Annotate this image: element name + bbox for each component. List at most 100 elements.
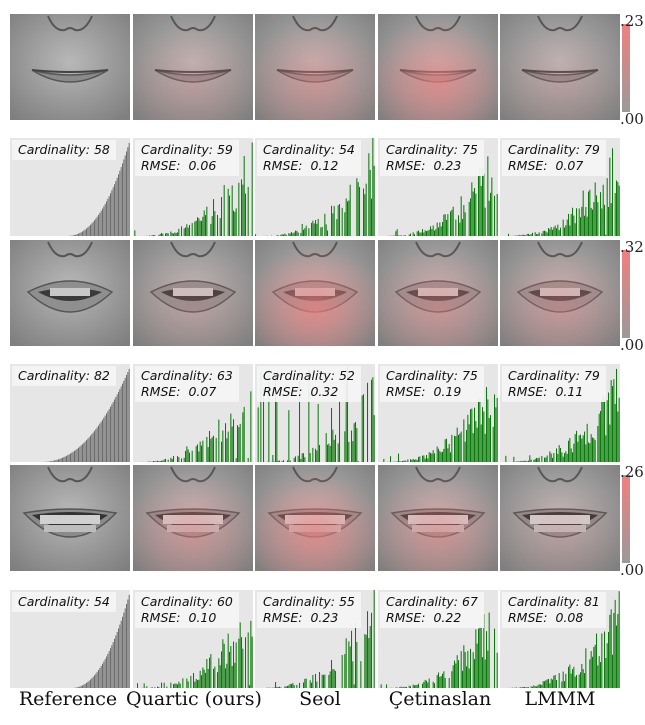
- histogram-bar: [202, 440, 204, 462]
- stats-box: Cardinality: 54: [12, 592, 116, 612]
- histogram-bar: [303, 682, 305, 688]
- histogram-bar: [72, 235, 74, 236]
- histogram-bar: [581, 438, 583, 462]
- histogram-bar: [198, 679, 200, 688]
- histogram-bar: [524, 460, 526, 462]
- histogram-bar: [108, 196, 110, 236]
- histogram-bar: [356, 428, 358, 462]
- histogram-bar: [438, 672, 440, 688]
- histogram-bar: [616, 180, 618, 236]
- histogram-bar: [284, 686, 286, 688]
- histogram-bar: [79, 232, 81, 236]
- histogram-bar: [534, 686, 536, 688]
- histogram-bar: [305, 678, 307, 688]
- histogram-bar: [175, 232, 177, 236]
- histogram-bar: [116, 394, 118, 462]
- histogram-bar: [470, 648, 472, 688]
- histogram-bar: [76, 448, 78, 462]
- histogram-bar: [597, 202, 599, 236]
- cardinality-text: Cardinality: 63: [141, 368, 233, 383]
- colorbar-min-label: .00: [620, 336, 644, 354]
- histogram-bar: [227, 633, 229, 688]
- histogram-bar: [190, 675, 192, 688]
- histogram-bar: [468, 424, 470, 462]
- histogram-bar: [70, 453, 72, 462]
- rmse-text: RMSE: 0.11: [508, 384, 584, 399]
- histogram-bar: [566, 453, 568, 462]
- histogram-bar: [439, 451, 441, 462]
- histogram-bar: [516, 687, 518, 688]
- histogram-bar: [609, 614, 611, 688]
- histogram-bar: [608, 631, 610, 688]
- histogram-bar: [596, 195, 598, 236]
- histogram-bar: [589, 659, 591, 688]
- histogram-bar: [406, 686, 408, 688]
- histogram-panel-seol: Cardinality: 55 RMSE: 0.23: [255, 590, 375, 688]
- histogram-bar: [363, 394, 365, 462]
- histogram-bar: [199, 220, 201, 236]
- histogram-bar: [532, 232, 534, 236]
- histogram-bar: [76, 234, 78, 236]
- histogram-bar: [158, 686, 160, 688]
- histogram-bar: [400, 686, 402, 688]
- histogram-bar: [112, 642, 114, 688]
- histogram-bar: [508, 233, 510, 236]
- histogram-bar: [187, 449, 189, 462]
- histogram-bar: [100, 665, 102, 688]
- histogram-bar: [231, 665, 233, 688]
- histogram-bar: [327, 230, 329, 236]
- histogram-bar: [317, 404, 319, 462]
- histogram-bar: [124, 155, 126, 236]
- histogram-bar: [601, 208, 603, 236]
- weight-histogram-quartic: [137, 620, 253, 688]
- histogram-bar: [614, 599, 616, 688]
- weight-histogram-lmmm: [504, 591, 620, 688]
- histogram-bar: [191, 450, 193, 462]
- face-render-quartic: [133, 14, 253, 120]
- histogram-bar: [568, 666, 570, 688]
- histogram-bar: [251, 142, 253, 236]
- histogram-bar: [80, 232, 82, 236]
- histogram-bar: [288, 410, 290, 462]
- histogram-bar: [617, 181, 619, 236]
- face-panel-reference: [10, 14, 130, 120]
- histogram-bar: [458, 215, 460, 236]
- histogram-bar: [203, 210, 205, 236]
- histogram-bar: [578, 208, 580, 236]
- histogram-bar: [452, 206, 454, 236]
- histogram-bar: [211, 216, 213, 236]
- histogram-bar: [427, 682, 429, 688]
- cardinality-text: Cardinality: 75: [386, 142, 478, 157]
- histogram-bar: [411, 459, 413, 462]
- histogram-bar: [296, 230, 298, 236]
- histogram-bar: [529, 455, 531, 462]
- histogram-bar: [276, 686, 278, 688]
- histogram-bar: [111, 645, 113, 688]
- histogram-bar: [219, 665, 221, 688]
- histogram-bar: [616, 625, 618, 688]
- histogram-bar: [464, 441, 466, 462]
- histogram-bar: [251, 636, 253, 688]
- histogram-bar: [418, 230, 420, 236]
- histogram-bar: [120, 386, 122, 462]
- histogram-bar: [247, 457, 249, 462]
- histogram-bar: [78, 447, 80, 462]
- histogram-bar: [260, 372, 262, 462]
- histogram-bar: [602, 396, 604, 462]
- histogram-bar: [321, 674, 323, 688]
- histogram-bar: [580, 672, 582, 688]
- histogram-bar: [195, 220, 197, 236]
- histogram-bar: [304, 228, 306, 236]
- histogram-bar: [368, 638, 370, 688]
- histogram-bar: [550, 678, 552, 688]
- histogram-bar: [558, 230, 560, 236]
- histogram-bar: [203, 669, 205, 688]
- histogram-bar: [592, 437, 594, 462]
- histogram-bar: [301, 223, 303, 236]
- histogram-bar: [311, 222, 313, 236]
- histogram-bar: [123, 159, 125, 236]
- histogram-bar: [201, 220, 203, 236]
- histogram-bar: [86, 440, 88, 462]
- histogram-bar: [444, 214, 446, 236]
- histogram-bar: [289, 683, 291, 688]
